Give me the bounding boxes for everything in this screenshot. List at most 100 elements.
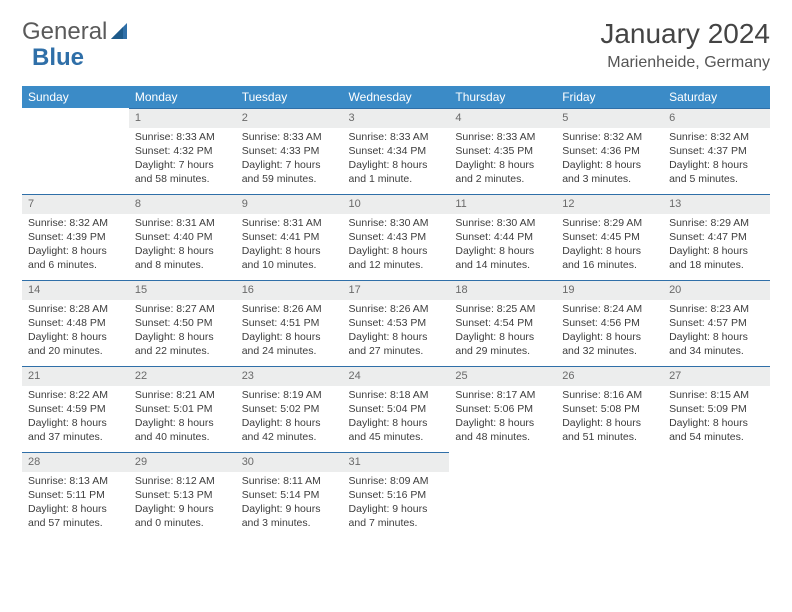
page-title: January 2024 <box>600 18 770 50</box>
day-number: 14 <box>22 280 129 300</box>
calendar-cell: 15Sunrise: 8:27 AMSunset: 4:50 PMDayligh… <box>129 280 236 366</box>
daylight-line: Daylight: 8 hours and 27 minutes. <box>349 330 444 358</box>
sunrise-line: Sunrise: 8:23 AM <box>669 302 764 316</box>
sunset-line: Sunset: 4:56 PM <box>562 316 657 330</box>
col-thursday: Thursday <box>449 86 556 108</box>
sunset-line: Sunset: 4:53 PM <box>349 316 444 330</box>
calendar-cell: 18Sunrise: 8:25 AMSunset: 4:54 PMDayligh… <box>449 280 556 366</box>
day-body: Sunrise: 8:33 AMSunset: 4:33 PMDaylight:… <box>236 128 343 191</box>
day-number: 28 <box>22 452 129 472</box>
day-body: Sunrise: 8:31 AMSunset: 4:41 PMDaylight:… <box>236 214 343 277</box>
calendar-row: 21Sunrise: 8:22 AMSunset: 4:59 PMDayligh… <box>22 366 770 452</box>
day-body: Sunrise: 8:24 AMSunset: 4:56 PMDaylight:… <box>556 300 663 363</box>
sunrise-line: Sunrise: 8:33 AM <box>349 130 444 144</box>
daylight-line: Daylight: 8 hours and 54 minutes. <box>669 416 764 444</box>
calendar-cell: 21Sunrise: 8:22 AMSunset: 4:59 PMDayligh… <box>22 366 129 452</box>
sunset-line: Sunset: 4:59 PM <box>28 402 123 416</box>
sunset-line: Sunset: 4:33 PM <box>242 144 337 158</box>
daylight-line: Daylight: 8 hours and 37 minutes. <box>28 416 123 444</box>
day-body: Sunrise: 8:28 AMSunset: 4:48 PMDaylight:… <box>22 300 129 363</box>
sunrise-line: Sunrise: 8:25 AM <box>455 302 550 316</box>
calendar-cell: 2Sunrise: 8:33 AMSunset: 4:33 PMDaylight… <box>236 108 343 194</box>
sunset-line: Sunset: 5:09 PM <box>669 402 764 416</box>
calendar-cell: 13Sunrise: 8:29 AMSunset: 4:47 PMDayligh… <box>663 194 770 280</box>
calendar-cell: 26Sunrise: 8:16 AMSunset: 5:08 PMDayligh… <box>556 366 663 452</box>
day-number: 8 <box>129 194 236 214</box>
calendar-cell: 4Sunrise: 8:33 AMSunset: 4:35 PMDaylight… <box>449 108 556 194</box>
day-body: Sunrise: 8:29 AMSunset: 4:47 PMDaylight:… <box>663 214 770 277</box>
day-number: 3 <box>343 108 450 128</box>
calendar-cell: 30Sunrise: 8:11 AMSunset: 5:14 PMDayligh… <box>236 452 343 538</box>
calendar-cell: 16Sunrise: 8:26 AMSunset: 4:51 PMDayligh… <box>236 280 343 366</box>
day-number: 2 <box>236 108 343 128</box>
daylight-line: Daylight: 8 hours and 8 minutes. <box>135 244 230 272</box>
daylight-line: Daylight: 9 hours and 0 minutes. <box>135 502 230 530</box>
day-body: Sunrise: 8:27 AMSunset: 4:50 PMDaylight:… <box>129 300 236 363</box>
calendar-cell: 8Sunrise: 8:31 AMSunset: 4:40 PMDaylight… <box>129 194 236 280</box>
sunrise-line: Sunrise: 8:31 AM <box>242 216 337 230</box>
day-number: 6 <box>663 108 770 128</box>
daylight-line: Daylight: 8 hours and 3 minutes. <box>562 158 657 186</box>
day-body: Sunrise: 8:11 AMSunset: 5:14 PMDaylight:… <box>236 472 343 535</box>
day-body: Sunrise: 8:32 AMSunset: 4:37 PMDaylight:… <box>663 128 770 191</box>
calendar-row: 1Sunrise: 8:33 AMSunset: 4:32 PMDaylight… <box>22 108 770 194</box>
day-number: 24 <box>343 366 450 386</box>
day-body: Sunrise: 8:30 AMSunset: 4:44 PMDaylight:… <box>449 214 556 277</box>
day-body: Sunrise: 8:31 AMSunset: 4:40 PMDaylight:… <box>129 214 236 277</box>
daylight-line: Daylight: 8 hours and 10 minutes. <box>242 244 337 272</box>
calendar-cell: 20Sunrise: 8:23 AMSunset: 4:57 PMDayligh… <box>663 280 770 366</box>
sunrise-line: Sunrise: 8:11 AM <box>242 474 337 488</box>
calendar-cell <box>22 108 129 194</box>
logo-line2: Blue <box>32 44 84 72</box>
calendar-cell: 22Sunrise: 8:21 AMSunset: 5:01 PMDayligh… <box>129 366 236 452</box>
daylight-line: Daylight: 8 hours and 18 minutes. <box>669 244 764 272</box>
daylight-line: Daylight: 8 hours and 34 minutes. <box>669 330 764 358</box>
daylight-line: Daylight: 9 hours and 7 minutes. <box>349 502 444 530</box>
calendar-cell: 12Sunrise: 8:29 AMSunset: 4:45 PMDayligh… <box>556 194 663 280</box>
sunset-line: Sunset: 5:02 PM <box>242 402 337 416</box>
sunset-line: Sunset: 4:34 PM <box>349 144 444 158</box>
calendar-cell: 27Sunrise: 8:15 AMSunset: 5:09 PMDayligh… <box>663 366 770 452</box>
day-body: Sunrise: 8:22 AMSunset: 4:59 PMDaylight:… <box>22 386 129 449</box>
sunrise-line: Sunrise: 8:29 AM <box>562 216 657 230</box>
sunrise-line: Sunrise: 8:24 AM <box>562 302 657 316</box>
daylight-line: Daylight: 8 hours and 5 minutes. <box>669 158 764 186</box>
daylight-line: Daylight: 8 hours and 2 minutes. <box>455 158 550 186</box>
sunrise-line: Sunrise: 8:21 AM <box>135 388 230 402</box>
sunrise-line: Sunrise: 8:33 AM <box>455 130 550 144</box>
sunset-line: Sunset: 4:45 PM <box>562 230 657 244</box>
sunrise-line: Sunrise: 8:31 AM <box>135 216 230 230</box>
sunset-line: Sunset: 4:40 PM <box>135 230 230 244</box>
sunset-line: Sunset: 4:48 PM <box>28 316 123 330</box>
sunset-line: Sunset: 4:54 PM <box>455 316 550 330</box>
calendar-cell: 3Sunrise: 8:33 AMSunset: 4:34 PMDaylight… <box>343 108 450 194</box>
sunrise-line: Sunrise: 8:22 AM <box>28 388 123 402</box>
daylight-line: Daylight: 8 hours and 48 minutes. <box>455 416 550 444</box>
day-body: Sunrise: 8:21 AMSunset: 5:01 PMDaylight:… <box>129 386 236 449</box>
day-body: Sunrise: 8:33 AMSunset: 4:34 PMDaylight:… <box>343 128 450 191</box>
sunrise-line: Sunrise: 8:16 AM <box>562 388 657 402</box>
daylight-line: Daylight: 8 hours and 29 minutes. <box>455 330 550 358</box>
calendar-cell: 14Sunrise: 8:28 AMSunset: 4:48 PMDayligh… <box>22 280 129 366</box>
calendar-cell: 28Sunrise: 8:13 AMSunset: 5:11 PMDayligh… <box>22 452 129 538</box>
daylight-line: Daylight: 7 hours and 58 minutes. <box>135 158 230 186</box>
daylight-line: Daylight: 8 hours and 14 minutes. <box>455 244 550 272</box>
daylight-line: Daylight: 8 hours and 42 minutes. <box>242 416 337 444</box>
day-number: 13 <box>663 194 770 214</box>
daylight-line: Daylight: 8 hours and 45 minutes. <box>349 416 444 444</box>
day-number: 22 <box>129 366 236 386</box>
calendar-cell: 9Sunrise: 8:31 AMSunset: 4:41 PMDaylight… <box>236 194 343 280</box>
sunrise-line: Sunrise: 8:26 AM <box>242 302 337 316</box>
daylight-line: Daylight: 8 hours and 6 minutes. <box>28 244 123 272</box>
day-number: 23 <box>236 366 343 386</box>
day-number: 4 <box>449 108 556 128</box>
sunrise-line: Sunrise: 8:30 AM <box>349 216 444 230</box>
daylight-line: Daylight: 8 hours and 1 minute. <box>349 158 444 186</box>
sunset-line: Sunset: 4:32 PM <box>135 144 230 158</box>
sunset-line: Sunset: 4:36 PM <box>562 144 657 158</box>
logo-text-2: Blue <box>32 44 84 72</box>
calendar-cell <box>663 452 770 538</box>
day-body: Sunrise: 8:17 AMSunset: 5:06 PMDaylight:… <box>449 386 556 449</box>
sunrise-line: Sunrise: 8:27 AM <box>135 302 230 316</box>
day-number: 19 <box>556 280 663 300</box>
